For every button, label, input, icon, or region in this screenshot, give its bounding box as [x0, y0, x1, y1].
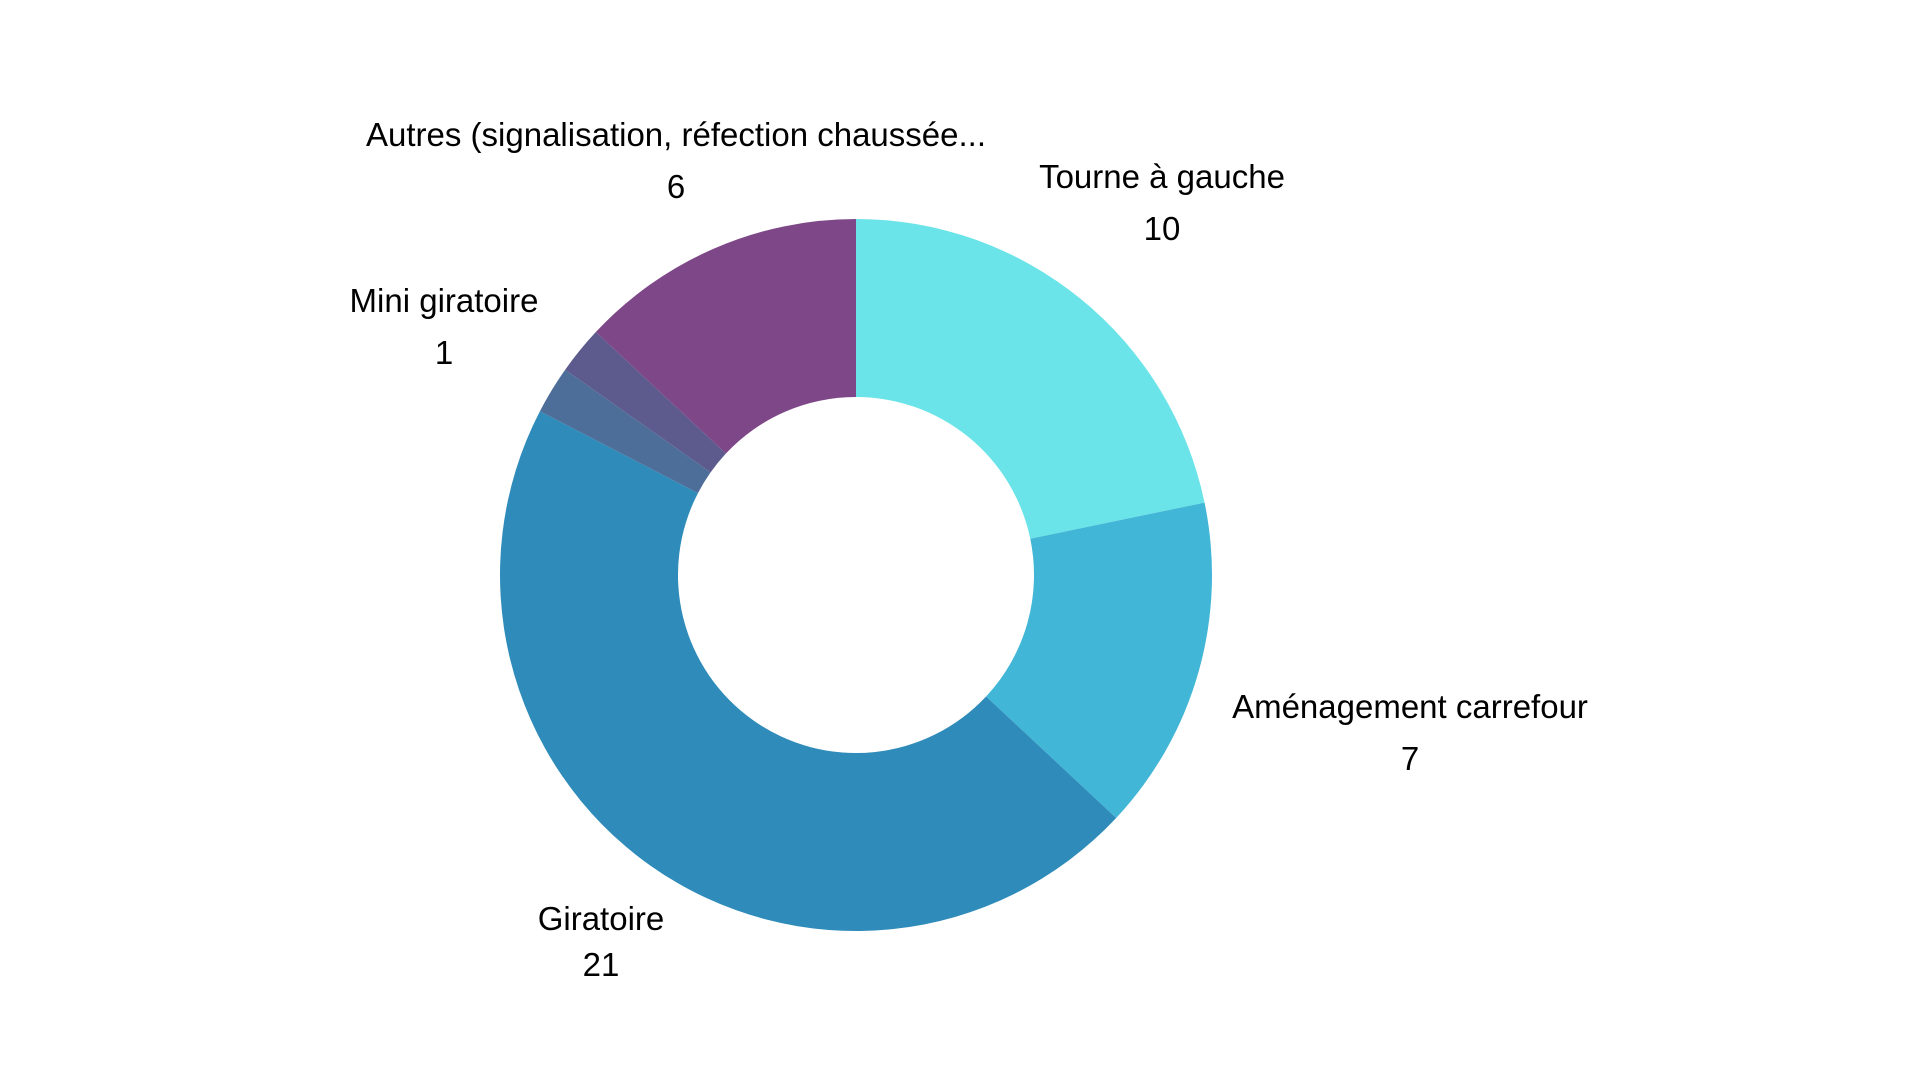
slice-value-label: 1: [435, 334, 453, 371]
slice-label: Autres (signalisation, réfection chaussé…: [366, 116, 986, 153]
slice-label: Tourne à gauche: [1039, 158, 1285, 195]
donut-slice: [595, 219, 856, 454]
slice-value-label: 21: [583, 946, 620, 983]
donut-slice: [986, 502, 1213, 818]
slice-label: Mini giratoire: [350, 282, 539, 319]
donut-slice: [856, 219, 1205, 539]
slice-label: Giratoire: [538, 900, 665, 937]
donut-slice: [565, 332, 726, 473]
slice-labels: Tourne à gauche 10 Aménagement carrefour 7 G…: [350, 116, 1588, 983]
donut-slice: [499, 411, 1117, 931]
donut-slices: [499, 219, 1213, 931]
slice-value-label: 7: [1401, 740, 1419, 777]
slice-value-label: 6: [667, 168, 685, 205]
slice-value-label: 10: [1144, 210, 1181, 247]
donut-slice: [539, 369, 711, 494]
slice-label: Aménagement carrefour: [1232, 688, 1588, 725]
